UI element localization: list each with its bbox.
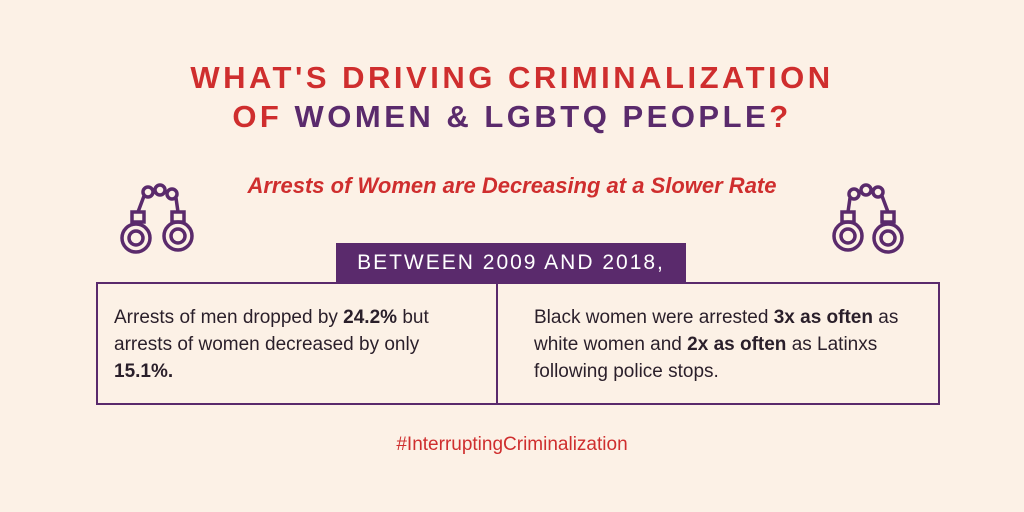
fact-text: but arrests of women decreased by only: [114, 307, 429, 355]
title-line: OF WOMEN & LGBTQ PEOPLE?: [0, 99, 1024, 135]
fact-text: as Latinxs following police stops.: [534, 334, 878, 382]
title-part: OF: [232, 99, 283, 134]
fact-emphasis: 15.1%.: [114, 361, 174, 382]
fact-emphasis: 24.2%: [343, 307, 398, 328]
banner: BETWEEN 2009 AND 2018,: [336, 243, 686, 282]
fact-emphasis: 3x as often: [773, 307, 873, 328]
subtitle: Arrests of Women are Decreasing at a Slo…: [247, 173, 777, 198]
title-part: ?: [769, 99, 792, 134]
hashtag: #InterruptingCriminalization: [396, 434, 628, 455]
divider: [496, 284, 498, 403]
title-line: WHAT'S DRIVING CRIMINALIZATION: [190, 60, 834, 95]
fact: Black women were arrested 3x as often as…: [534, 304, 924, 385]
title-highlight: WOMEN & LGBTQ PEOPLE: [294, 99, 770, 134]
handcuffs-icon: [832, 183, 904, 254]
fact-emphasis: 2x as often: [687, 334, 787, 355]
fact: Arrests of men dropped by 24.2% but arre…: [114, 304, 454, 385]
fact-text: as white women and: [534, 307, 899, 355]
handcuffs-icon: [120, 183, 194, 254]
fact-text: Black women were arrested: [534, 307, 769, 328]
fact-text: Arrests of men dropped by: [114, 307, 338, 328]
facts-box: Arrests of men dropped by 24.2% but arre…: [96, 282, 940, 405]
